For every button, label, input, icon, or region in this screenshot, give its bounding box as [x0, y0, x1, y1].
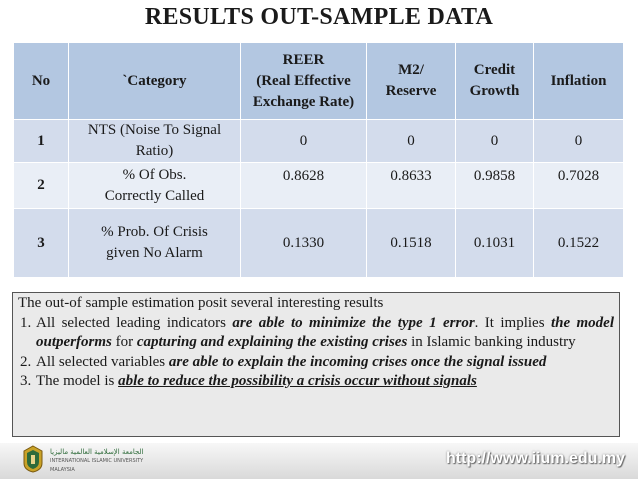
header-m2-line2: Reserve: [385, 83, 437, 99]
website-url: http://www.iium.edu.my: [446, 450, 625, 467]
item1-emphasis3: capturing and explaining the existing cr…: [136, 334, 408, 350]
cell-credit: 0.9858: [455, 162, 534, 209]
row-category: % Of Obs. Correctly Called: [68, 162, 241, 209]
header-no: No: [13, 42, 69, 120]
slide-title: RESULTS OUT-SAMPLE DATA: [144, 4, 494, 30]
row-category-line2: Correctly Called: [104, 187, 205, 204]
university-logo-icon: [23, 445, 43, 473]
cell-m2: 0.8633: [366, 162, 456, 209]
results-table: No `Category REER (Real Effective Exchan…: [13, 42, 624, 278]
row-category: % Prob. Of Crisis given No Alarm: [68, 208, 241, 278]
cell-m2: 0.1518: [366, 208, 456, 278]
notes-intro: The out-of sample estimation posit sever…: [18, 295, 384, 311]
table-header-row: No `Category REER (Real Effective Exchan…: [13, 42, 624, 120]
logo-text-english: INTERNATIONAL ISLAMIC UNIVERSITY MALAYSI…: [50, 458, 144, 473]
cell-credit: 0: [455, 119, 534, 163]
row-category-line2: Ratio): [135, 143, 174, 159]
row-no: 1: [13, 119, 69, 163]
cell-inflation: 0.7028: [533, 162, 624, 209]
item2-emphasis1: are able to explain the incoming crises …: [168, 353, 547, 370]
cell-inflation: 0: [533, 119, 624, 163]
header-reer-line1: REER: [282, 51, 325, 68]
logo-wordmark: الجامعة الإسلامية العالمية ماليزيا INTER…: [50, 448, 160, 475]
table-row: 2 % Of Obs. Correctly Called 0.8628 0.86…: [13, 162, 624, 209]
header-reer-line2: (Real Effective: [256, 72, 351, 89]
cell-credit: 0.1031: [455, 208, 534, 278]
row-category-line1: % Of Obs.: [122, 166, 187, 183]
cell-inflation: 0.1522: [533, 208, 624, 278]
item1-text3: for: [111, 334, 137, 350]
list-item: All selected leading indicators are able…: [35, 314, 614, 353]
header-reer: REER (Real Effective Exchange Rate): [240, 42, 367, 120]
item3-emphasis1: able to reduce the possibility a crisis …: [118, 373, 477, 389]
item1-emphasis1: are able to minimize the type 1 error: [232, 314, 475, 331]
item1-text2: . It implies: [474, 314, 551, 331]
item2-text1: All selected variables: [36, 353, 169, 370]
row-category-line1: % Prob. Of Crisis: [101, 224, 208, 240]
list-item: The model is able to reduce the possibil…: [35, 372, 614, 392]
results-notes-box: The out-of sample estimation posit sever…: [12, 292, 620, 437]
item1-text4: in Islamic banking industry: [407, 334, 576, 350]
cell-reer: 0: [240, 119, 367, 163]
row-no: 2: [13, 162, 69, 209]
header-m2-line1: M2/: [398, 62, 424, 78]
cell-m2: 0: [366, 119, 456, 163]
logo-text-arabic: الجامعة الإسلامية العالمية ماليزيا: [50, 448, 144, 456]
row-no: 3: [13, 208, 69, 278]
header-inflation: Inflation: [533, 42, 624, 120]
table-row: 3 % Prob. Of Crisis given No Alarm 0.133…: [13, 208, 624, 278]
cell-reer: 0.1330: [240, 208, 367, 278]
table-row: 1 NTS (Noise To Signal Ratio) 0 0 0 0: [13, 119, 624, 163]
header-reer-line3: Exchange Rate): [252, 93, 355, 110]
header-credit-line2: Growth: [469, 83, 520, 99]
notes-list: All selected leading indicators are able…: [18, 314, 614, 392]
item1-emphasis2: the model outperforms: [36, 314, 614, 351]
cell-reer: 0.8628: [240, 162, 367, 209]
item1-text1: All selected leading indicators: [36, 314, 233, 331]
header-credit-growth: Credit Growth: [455, 42, 534, 120]
header-category: `Category: [68, 42, 241, 120]
footer-bar: [0, 443, 638, 479]
list-item: All selected variables are able to expla…: [35, 353, 614, 373]
row-category-line1: NTS (Noise To Signal: [87, 122, 222, 138]
row-category: NTS (Noise To Signal Ratio): [68, 119, 241, 163]
header-m2-reserve: M2/ Reserve: [366, 42, 456, 120]
item3-text1: The model is: [36, 373, 119, 389]
header-credit-line1: Credit: [473, 62, 516, 78]
row-category-line2: given No Alarm: [106, 245, 203, 261]
